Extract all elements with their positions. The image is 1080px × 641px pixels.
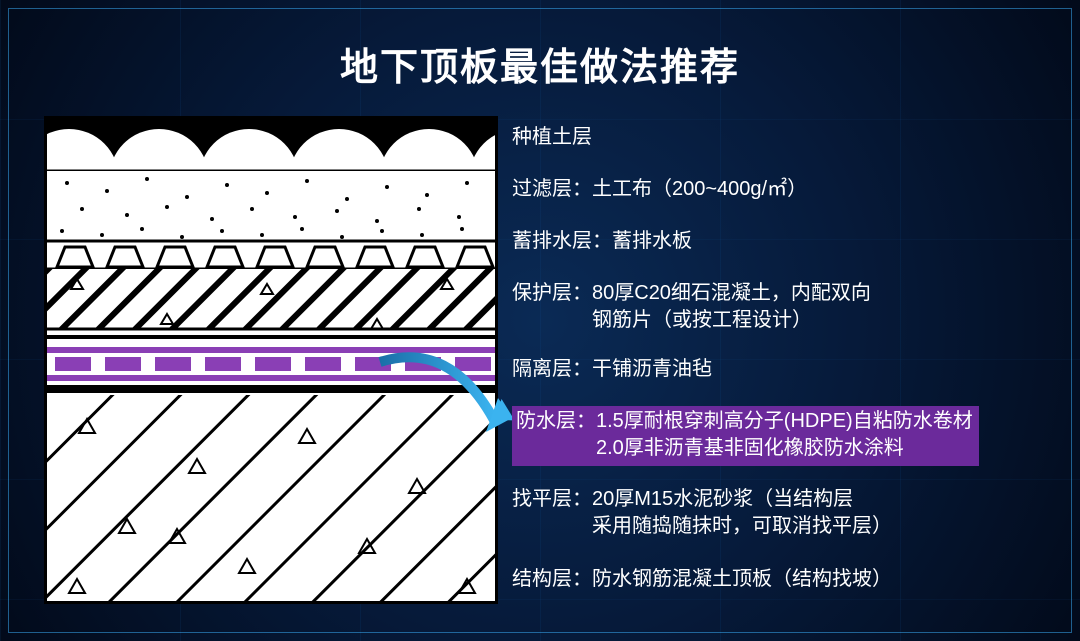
label-waterproof: 防水层：1.5厚耐根穿刺高分子(HDPE)自粘防水卷材 2.0厚非沥青基非固化橡胶… (512, 406, 1052, 466)
label-sub: 采用随捣随抹时，可取消找平层） (512, 513, 1052, 540)
label-text: 过滤层：土工布（200~400g/㎡） (512, 178, 807, 200)
layer-protection (47, 269, 495, 329)
label-text: 隔离层：干铺沥青油毡 (512, 358, 712, 380)
diagram-svg (47, 119, 495, 601)
label-text: 防水层：1.5厚耐根穿刺高分子(HDPE)自粘防水卷材 (516, 410, 973, 432)
layer-drainage (47, 247, 495, 269)
label-screed: 找平层：20厚M15水泥砂浆（当结构层采用随捣随抹时，可取消找平层） (512, 486, 1052, 540)
layer-structure (47, 395, 495, 601)
label-drainage: 蓄排水层：蓄排水板 (512, 228, 1052, 255)
page-title: 地下顶板最佳做法推荐 (0, 36, 1080, 91)
label-protection: 保护层：80厚C20细石混凝土，内配双向钢筋片（或按工程设计） (512, 280, 1052, 334)
label-planting-soil: 种植土层 (512, 124, 1052, 151)
label-text: 结构层：防水钢筋混凝土顶板（结构找坡） (512, 568, 892, 590)
layer-waterproof (47, 343, 495, 393)
label-text: 保护层：80厚C20细石混凝土，内配双向 (512, 282, 871, 304)
label-sub: 钢筋片（或按工程设计） (512, 307, 1052, 334)
layer-filter (47, 171, 495, 241)
label-sub: 2.0厚非沥青基非固化橡胶防水涂料 (516, 435, 973, 462)
label-text: 蓄排水层：蓄排水板 (512, 230, 692, 252)
label-text: 种植土层 (512, 126, 592, 148)
label-structure: 结构层：防水钢筋混凝土顶板（结构找坡） (512, 566, 1052, 593)
layer-isolation (47, 331, 495, 343)
cross-section-diagram (44, 116, 498, 604)
label-text: 找平层：20厚M15水泥砂浆（当结构层 (512, 488, 853, 510)
label-isolation: 隔离层：干铺沥青油毡 (512, 356, 1052, 383)
label-filter: 过滤层：土工布（200~400g/㎡） (512, 176, 1052, 203)
